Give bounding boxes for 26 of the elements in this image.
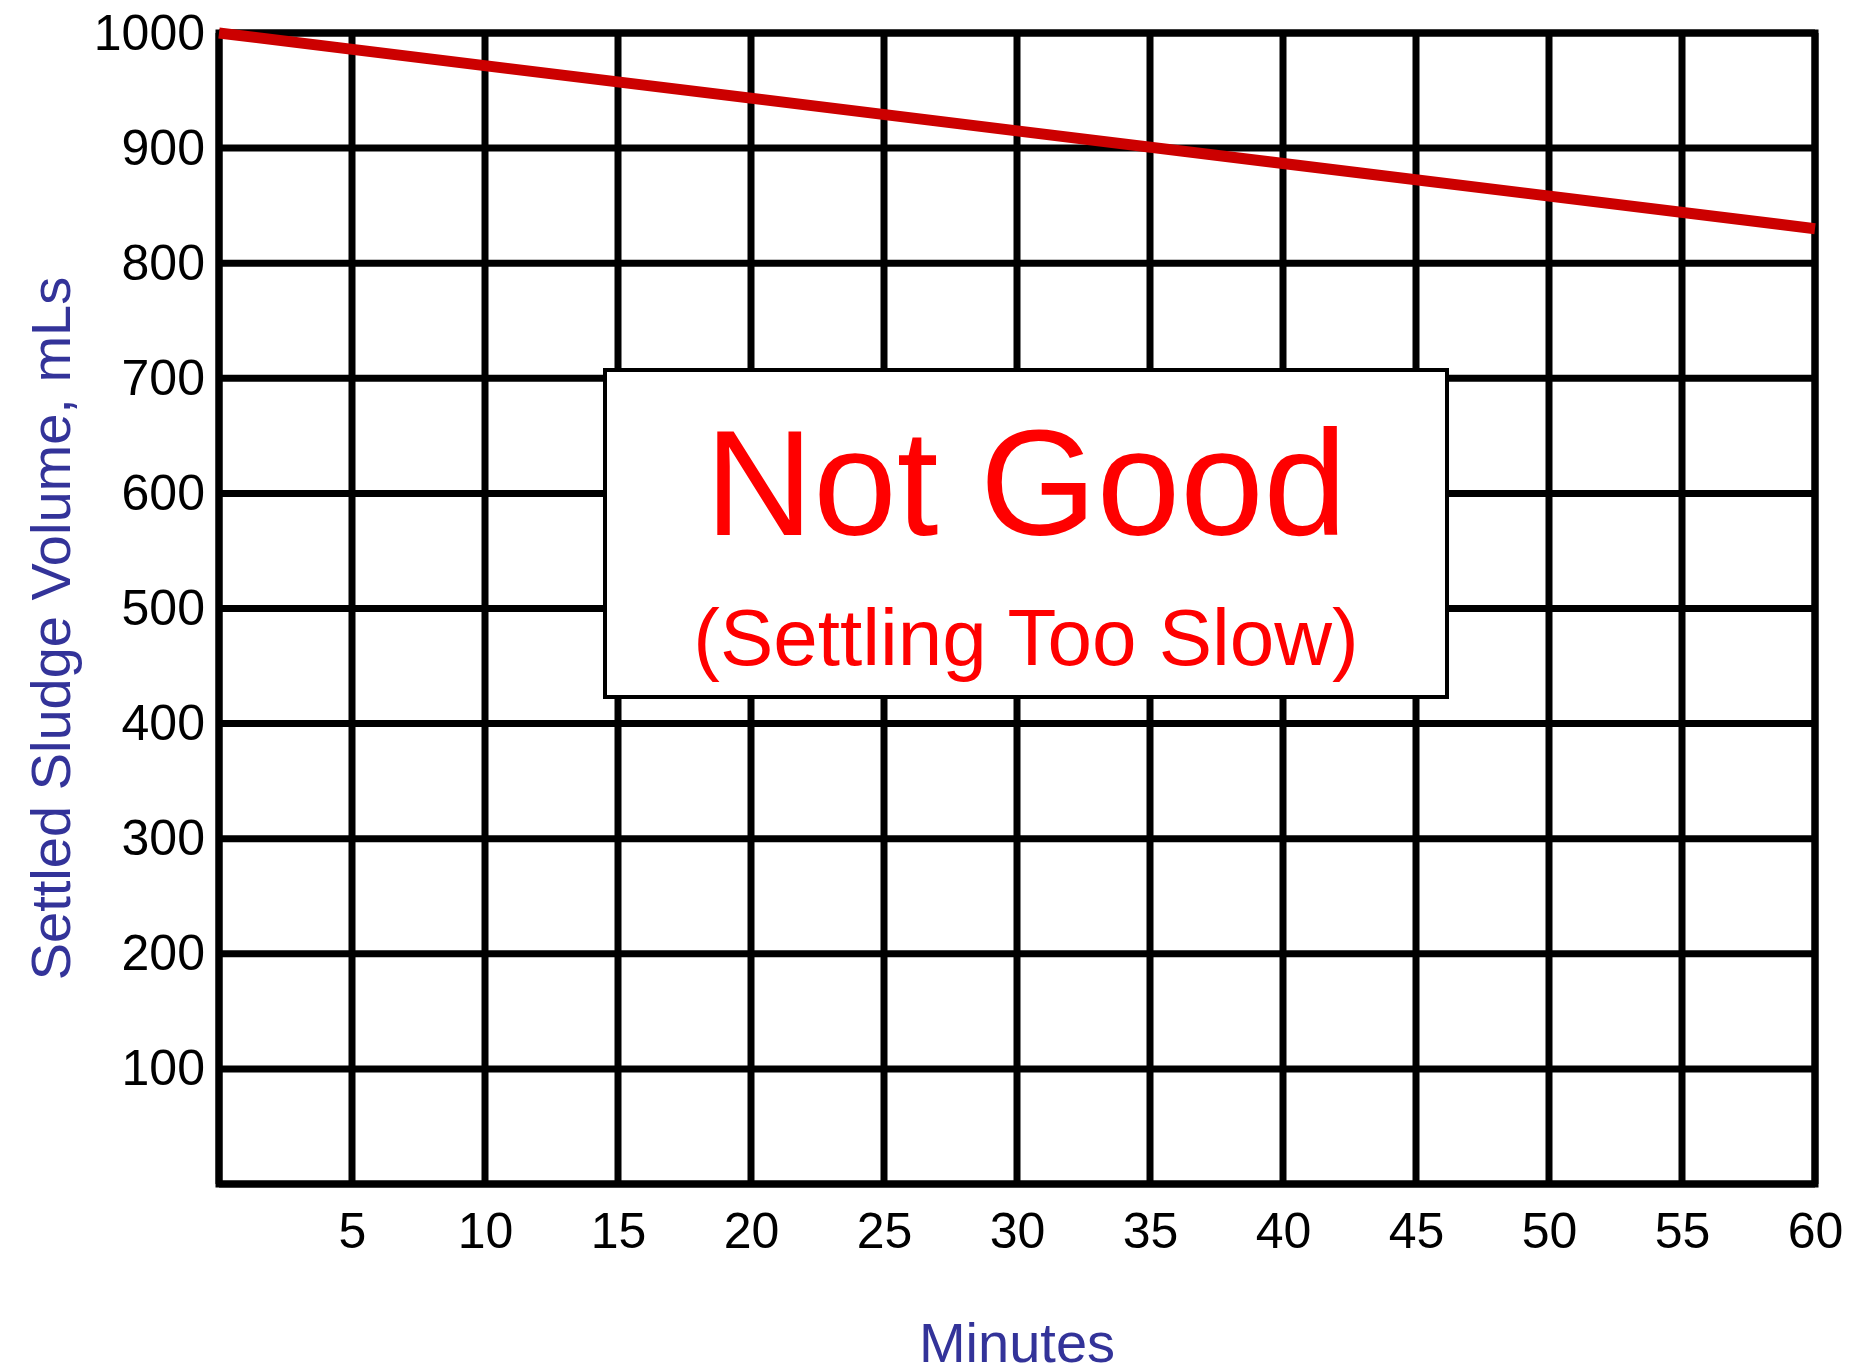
- y-tick-label: 1000: [93, 4, 205, 61]
- x-tick-label: 30: [989, 1202, 1046, 1259]
- y-tick-label: 700: [121, 349, 205, 406]
- y-tick-label: 600: [121, 464, 205, 521]
- y-tick-label: 100: [121, 1040, 205, 1097]
- x-tick-label: 55: [1654, 1202, 1711, 1259]
- x-axis-title: Minutes: [918, 1311, 1116, 1371]
- x-tick-label: 20: [723, 1202, 780, 1259]
- y-tick-label: 800: [121, 234, 205, 291]
- annotation: (Settling Too Slow): [693, 593, 1359, 682]
- x-tick-label: 15: [590, 1202, 647, 1259]
- annotation: Not Good: [704, 399, 1348, 567]
- x-tick-label: 5: [338, 1202, 367, 1259]
- y-tick-label: 400: [121, 695, 205, 752]
- x-tick-label: 10: [457, 1202, 514, 1259]
- x-tick-label: 35: [1122, 1202, 1179, 1259]
- x-tick-label: 50: [1521, 1202, 1578, 1259]
- y-tick-label: 500: [121, 580, 205, 636]
- x-tick-label: 45: [1388, 1202, 1445, 1259]
- x-tick-label: 60: [1787, 1202, 1844, 1259]
- x-tick-label: 40: [1255, 1202, 1312, 1259]
- y-axis-title: Settled Sludge Volume, mLs: [19, 276, 82, 981]
- y-tick-label: 300: [121, 810, 205, 867]
- y-tick-label: 200: [121, 925, 205, 982]
- y-tick-label: 900: [121, 119, 205, 176]
- x-tick-label: 25: [856, 1202, 913, 1259]
